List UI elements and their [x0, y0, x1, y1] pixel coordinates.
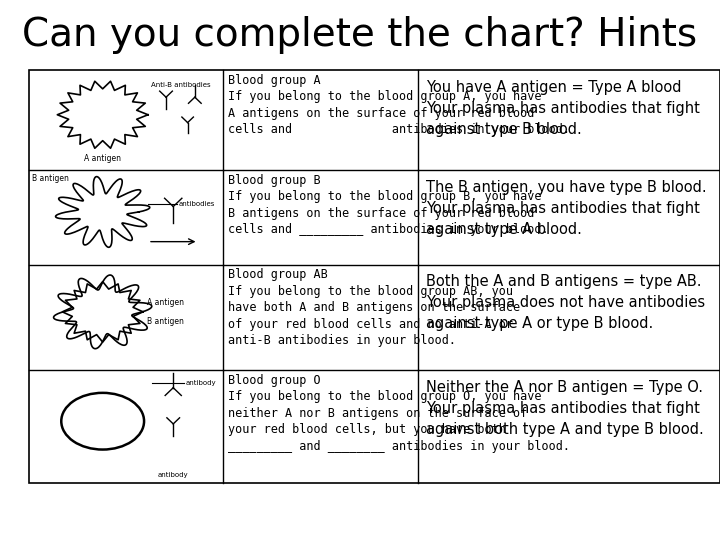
Text: Can you complete the chart? Hints: Can you complete the chart? Hints: [22, 16, 698, 54]
Text: A antigen: A antigen: [84, 154, 121, 163]
Text: The B antigen, you have type B blood.
Your plasma has antibodies that fight
agai: The B antigen, you have type B blood. Yo…: [426, 180, 707, 237]
Text: B antigen: B antigen: [148, 317, 184, 326]
Text: Blood group B
If you belong to the blood group B, you have
B antigens on the sur: Blood group B If you belong to the blood…: [228, 174, 549, 237]
Text: B antigen: B antigen: [32, 174, 69, 184]
Text: antibodies: antibodies: [179, 201, 215, 207]
Text: Neither the A nor B antigen = Type O.
Your plasma has antibodies that fight
agai: Neither the A nor B antigen = Type O. Yo…: [426, 380, 704, 437]
Text: Both the A and B antigens = type AB.
Your plasma does not have antibodies
agains: Both the A and B antigens = type AB. You…: [426, 274, 706, 332]
Ellipse shape: [61, 393, 144, 449]
Text: You have A antigen = Type A blood
Your plasma has antibodies that fight
against : You have A antigen = Type A blood Your p…: [426, 80, 700, 137]
Text: A antigen: A antigen: [148, 298, 184, 307]
Text: Blood group A
If you belong to the blood group A, you have
A antigens on the sur: Blood group A If you belong to the blood…: [228, 74, 570, 137]
Text: antibody: antibody: [186, 380, 216, 387]
Text: Blood group AB
If you belong to the blood group AB, you
have both A and B antige: Blood group AB If you belong to the bloo…: [228, 268, 521, 347]
Bar: [29, 70, 720, 483]
Text: Blood group O
If you belong to the blood group O, you have
neither A nor B antig: Blood group O If you belong to the blood…: [228, 374, 570, 453]
Text: Anti-B antibodies: Anti-B antibodies: [150, 82, 210, 88]
Text: antibody: antibody: [158, 472, 189, 478]
